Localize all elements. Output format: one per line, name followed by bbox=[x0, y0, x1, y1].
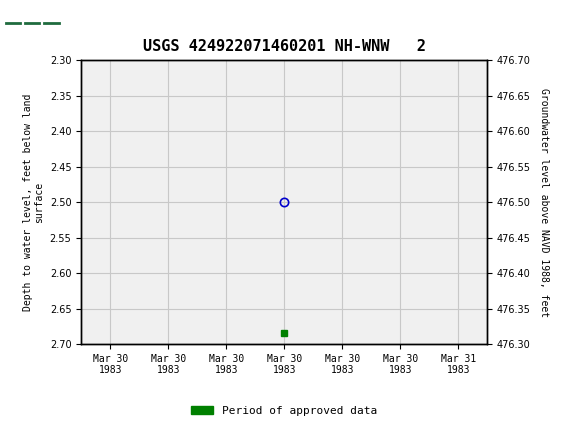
Y-axis label: Depth to water level, feet below land
surface: Depth to water level, feet below land su… bbox=[23, 93, 44, 311]
FancyBboxPatch shape bbox=[6, 4, 64, 41]
Text: USGS: USGS bbox=[75, 12, 144, 33]
Legend: Period of approved data: Period of approved data bbox=[187, 401, 382, 420]
Text: USGS 424922071460201 NH-WNW   2: USGS 424922071460201 NH-WNW 2 bbox=[143, 39, 426, 54]
Y-axis label: Groundwater level above NAVD 1988, feet: Groundwater level above NAVD 1988, feet bbox=[539, 88, 549, 316]
